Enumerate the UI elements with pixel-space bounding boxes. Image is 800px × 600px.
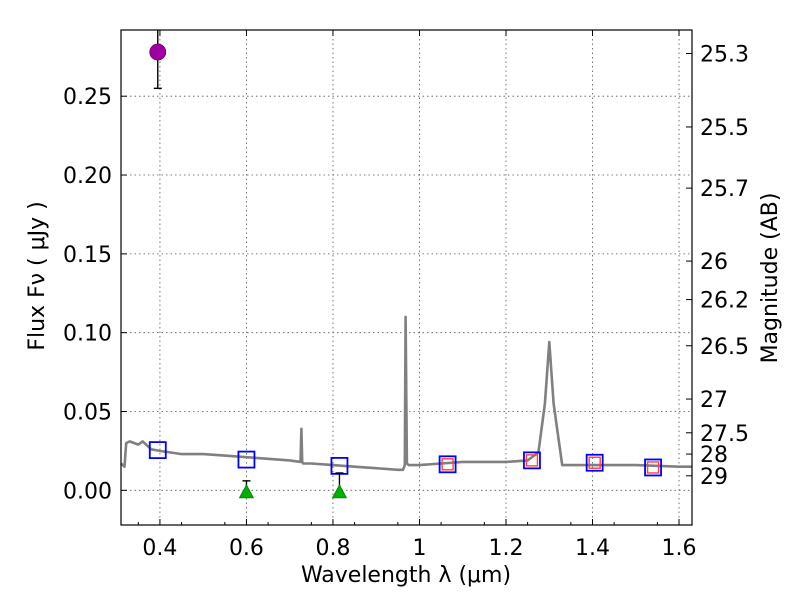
grid-layer bbox=[121, 30, 692, 525]
y-tick-label: 0.25 bbox=[63, 85, 112, 110]
model-photometry-marker bbox=[237, 450, 256, 469]
y2-tick-label: 28 bbox=[700, 443, 728, 468]
y-tick-label: 0.15 bbox=[63, 243, 112, 268]
plot-frame bbox=[120, 29, 693, 526]
y2-tick-label: 26.5 bbox=[700, 335, 749, 360]
x-tick-label: 0.8 bbox=[315, 536, 350, 561]
observed-photometry-marker bbox=[588, 456, 601, 469]
y2-axis-label: Magnitude (AB) bbox=[758, 193, 783, 364]
y-tick-label: 0.05 bbox=[63, 400, 112, 425]
y-tick-label: 0.00 bbox=[63, 479, 112, 504]
x-tick-label: 0.4 bbox=[142, 536, 177, 561]
observed-photometry-marker bbox=[646, 461, 660, 474]
x-tick-label: 0.6 bbox=[229, 536, 264, 561]
x-tick-label: 1.2 bbox=[488, 536, 523, 561]
x-tick-label: 1.6 bbox=[662, 536, 697, 561]
upper-limit-marker bbox=[238, 484, 255, 499]
detection-marker bbox=[149, 43, 167, 61]
upper-limit-marker bbox=[331, 484, 348, 499]
x-axis-label: Wavelength λ (μm) bbox=[301, 563, 511, 588]
model-photometry-marker bbox=[644, 458, 662, 477]
model-photometry-marker bbox=[523, 451, 541, 470]
y2-tick-label: 29 bbox=[700, 465, 728, 490]
observed-photometry-marker bbox=[441, 458, 454, 471]
series-layer bbox=[120, 30, 692, 499]
y2-tick-label: 27.5 bbox=[700, 422, 749, 447]
x-tick-label: 1.4 bbox=[575, 536, 610, 561]
y-tick-label: 0.20 bbox=[63, 164, 112, 189]
y-axis-label: Flux Fν ( μJy ) bbox=[25, 201, 50, 350]
y2-tick-label: 25.7 bbox=[700, 177, 749, 202]
y-tick-label: 0.10 bbox=[63, 322, 112, 347]
model-photometry-marker bbox=[438, 455, 457, 474]
model-photometry-marker bbox=[585, 453, 604, 472]
axes-layer: 0.4 0.6 0.8 1 1.2 1.4 1.6 0.00 0.05 0.10 0.15 0.20 0… bbox=[63, 29, 749, 561]
y2-tick-label: 26.2 bbox=[700, 289, 749, 314]
model-photometry-marker bbox=[148, 441, 167, 460]
x-tick-label: 1 bbox=[412, 536, 426, 561]
y2-tick-label: 27 bbox=[700, 388, 728, 413]
y2-tick-label: 26 bbox=[700, 250, 728, 275]
y2-tick-label: 25.3 bbox=[700, 42, 749, 67]
observed-photometry-marker bbox=[525, 454, 539, 467]
model-spectrum-line bbox=[120, 315, 692, 472]
y2-tick-label: 25.5 bbox=[700, 116, 749, 141]
